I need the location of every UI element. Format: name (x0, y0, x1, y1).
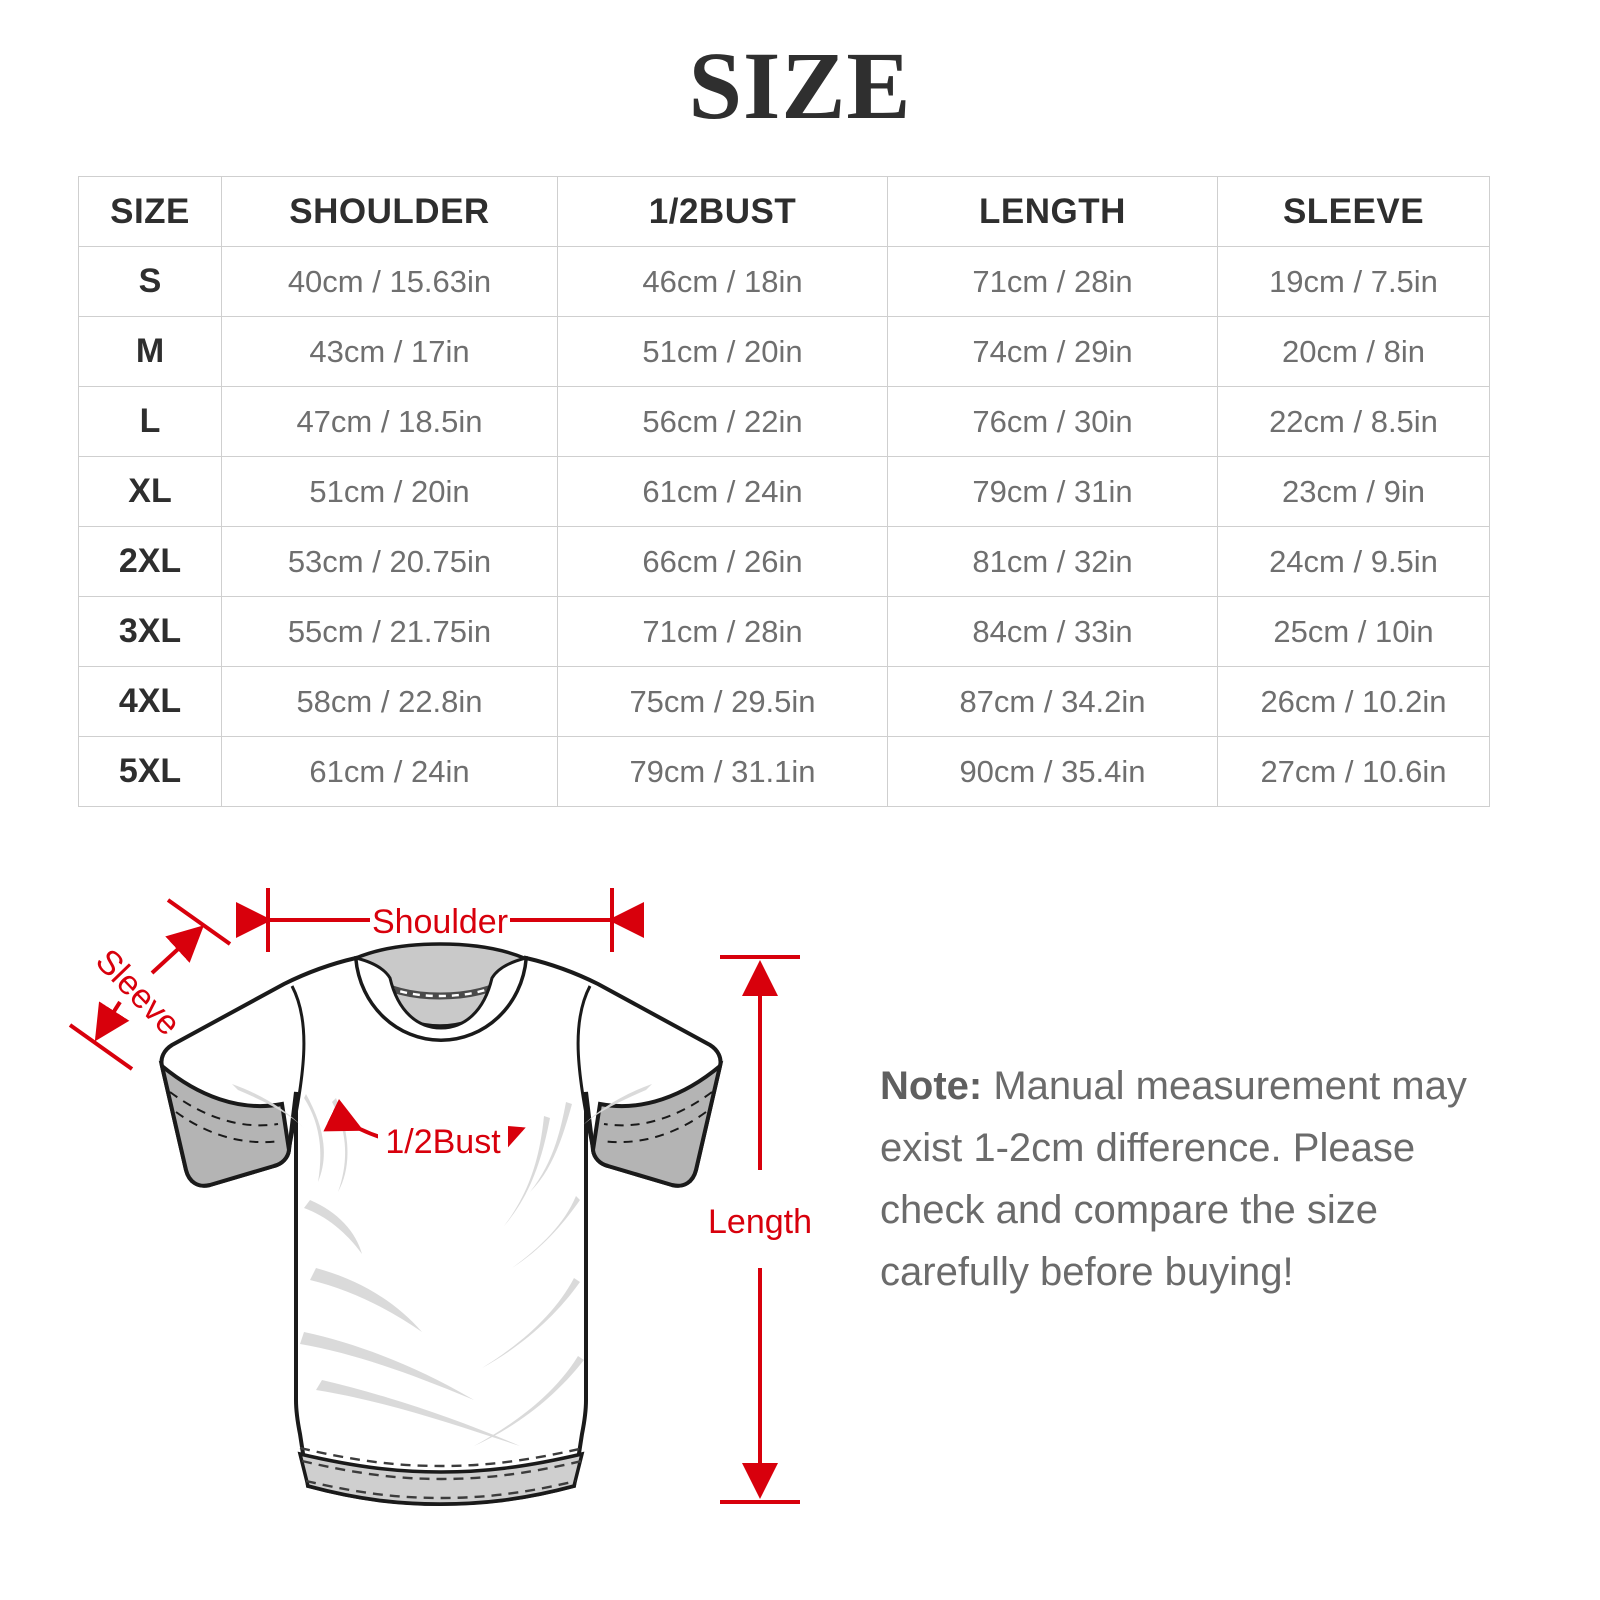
cell-shoulder: 53cm / 20.75in (221, 526, 558, 597)
cell-length: 84cm / 33in (887, 596, 1218, 667)
cell-bust: 71cm / 28in (557, 596, 888, 667)
cell-size: 5XL (78, 736, 222, 807)
cell-sleeve: 22cm / 8.5in (1217, 386, 1490, 457)
column-header-size: SIZE (78, 176, 222, 247)
cell-shoulder: 61cm / 24in (221, 736, 558, 807)
cell-shoulder: 55cm / 21.75in (221, 596, 558, 667)
note-label: Note: (880, 1064, 983, 1108)
cell-bust: 75cm / 29.5in (557, 666, 888, 737)
column-header-shoulder: SHOULDER (221, 176, 558, 247)
table-row: 5XL 61cm / 24in 79cm / 31.1in 90cm / 35.… (78, 736, 1490, 807)
cell-sleeve: 24cm / 9.5in (1217, 526, 1490, 597)
shoulder-measurement: Shoulder (236, 888, 644, 952)
column-header-sleeve: SLEEVE (1217, 176, 1490, 247)
table-row: 2XL 53cm / 20.75in 66cm / 26in 81cm / 32… (78, 526, 1490, 597)
cell-length: 79cm / 31in (887, 456, 1218, 527)
size-chart-table: SIZE SHOULDER 1/2BUST LENGTH SLEEVE S 40… (78, 176, 1490, 807)
note-text: Manual measurement may exist 1-2cm diffe… (880, 1064, 1467, 1294)
cell-bust: 79cm / 31.1in (557, 736, 888, 807)
cell-shoulder: 43cm / 17in (221, 316, 558, 387)
cell-size: XL (78, 456, 222, 527)
shoulder-label: Shoulder (372, 903, 508, 941)
cell-sleeve: 23cm / 9in (1217, 456, 1490, 527)
cell-size: 2XL (78, 526, 222, 597)
cell-shoulder: 58cm / 22.8in (221, 666, 558, 737)
cell-bust: 61cm / 24in (557, 456, 888, 527)
cell-sleeve: 19cm / 7.5in (1217, 246, 1490, 317)
table-row: XL 51cm / 20in 61cm / 24in 79cm / 31in 2… (78, 456, 1490, 527)
measurement-diagram: Shoulder Sleeve 1/2Bust Length (0, 840, 1600, 1600)
cell-bust: 51cm / 20in (557, 316, 888, 387)
tshirt-illustration (158, 942, 724, 1507)
cell-sleeve: 27cm / 10.6in (1217, 736, 1490, 807)
cell-length: 74cm / 29in (887, 316, 1218, 387)
column-header-bust: 1/2BUST (557, 176, 888, 247)
cell-bust: 56cm / 22in (557, 386, 888, 457)
column-header-length: LENGTH (887, 176, 1218, 247)
length-measurement: Length (708, 955, 812, 1504)
table-header-row: SIZE SHOULDER 1/2BUST LENGTH SLEEVE (78, 176, 1490, 247)
table-row: S 40cm / 15.63in 46cm / 18in 71cm / 28in… (78, 246, 1490, 317)
cell-sleeve: 26cm / 10.2in (1217, 666, 1490, 737)
cell-bust: 46cm / 18in (557, 246, 888, 317)
cell-length: 87cm / 34.2in (887, 666, 1218, 737)
bust-measurement: 1/2Bust (323, 1098, 526, 1162)
length-label: Length (708, 1203, 812, 1241)
page-title: SIZE (688, 32, 912, 139)
cell-bust: 66cm / 26in (557, 526, 888, 597)
cell-shoulder: 40cm / 15.63in (221, 246, 558, 317)
cell-length: 81cm / 32in (887, 526, 1218, 597)
cell-length: 71cm / 28in (887, 246, 1218, 317)
cell-size: 3XL (78, 596, 222, 667)
cell-size: S (78, 246, 222, 317)
cell-length: 76cm / 30in (887, 386, 1218, 457)
table-row: 4XL 58cm / 22.8in 75cm / 29.5in 87cm / 3… (78, 666, 1490, 737)
cell-sleeve: 20cm / 8in (1217, 316, 1490, 387)
table-row: M 43cm / 17in 51cm / 20in 74cm / 29in 20… (78, 316, 1490, 387)
measurement-note: Note: Manual measurement may exist 1-2cm… (880, 1055, 1500, 1303)
cell-sleeve: 25cm / 10in (1217, 596, 1490, 667)
cell-size: 4XL (78, 666, 222, 737)
cell-shoulder: 47cm / 18.5in (221, 386, 558, 457)
cell-shoulder: 51cm / 20in (221, 456, 558, 527)
cell-length: 90cm / 35.4in (887, 736, 1218, 807)
bust-label: 1/2Bust (385, 1123, 501, 1161)
table-row: L 47cm / 18.5in 56cm / 22in 76cm / 30in … (78, 386, 1490, 457)
table-row: 3XL 55cm / 21.75in 71cm / 28in 84cm / 33… (78, 596, 1490, 667)
cell-size: L (78, 386, 222, 457)
cell-size: M (78, 316, 222, 387)
